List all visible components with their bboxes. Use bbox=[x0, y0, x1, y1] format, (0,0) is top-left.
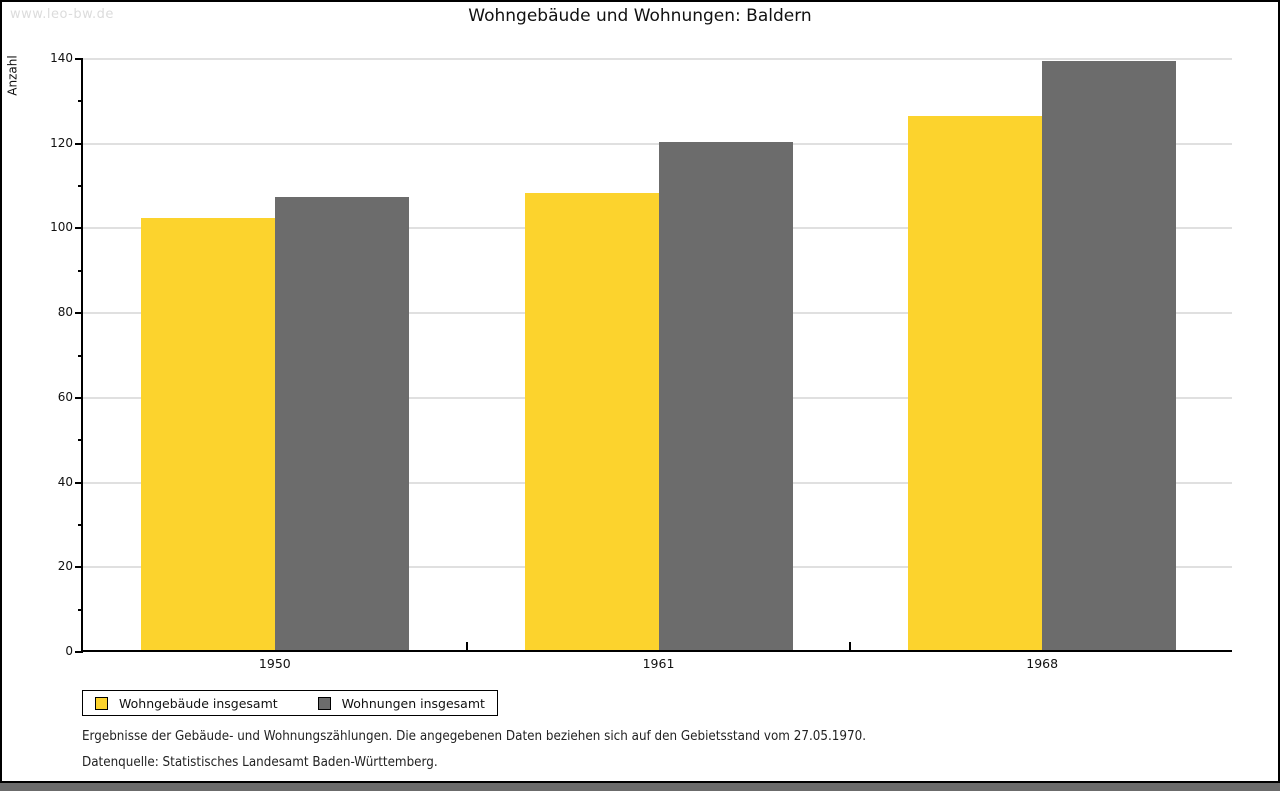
y-axis-major-tick bbox=[75, 566, 83, 569]
bar-1950-series2 bbox=[274, 196, 409, 650]
footnote-gebietsstand: Ergebnisse der Gebäude- und Wohnungszähl… bbox=[82, 729, 867, 744]
bottom-strip bbox=[0, 783, 1280, 791]
y-tick-label: 40 bbox=[57, 474, 73, 489]
y-tick-label: 100 bbox=[50, 220, 73, 235]
legend-entry-wohngebaeude: Wohngebäude insgesamt bbox=[95, 696, 278, 711]
x-category-label: 1968 bbox=[1026, 656, 1059, 671]
y-axis-major-tick bbox=[75, 142, 83, 145]
y-axis-minor-tick bbox=[78, 185, 83, 188]
watermark-leo-bw: www.leo-bw.de bbox=[10, 7, 114, 22]
gridline bbox=[83, 58, 1232, 60]
bar-1968-series2 bbox=[1042, 61, 1177, 650]
plot-area: 0 20 40 60 80 100 120 140 1950 1961 1968 bbox=[50, 51, 1232, 671]
footnote-datenquelle: Datenquelle: Statistisches Landesamt Bad… bbox=[82, 755, 438, 770]
y-axis-major-tick bbox=[75, 312, 83, 315]
y-axis-minor-tick bbox=[78, 608, 83, 611]
y-axis-minor-tick bbox=[78, 439, 83, 442]
y-tick-label: 60 bbox=[57, 389, 73, 404]
y-axis-minor-tick bbox=[78, 354, 83, 357]
y-tick-label: 0 bbox=[65, 644, 73, 658]
legend-label: Wohngebäude insgesamt bbox=[119, 695, 278, 711]
legend-entry-wohnungen: Wohnungen insgesamt bbox=[317, 695, 485, 711]
bar-1968-series1 bbox=[908, 116, 1043, 650]
y-tick-label: 20 bbox=[57, 559, 73, 574]
legend: Wohngebäude insgesamt Wohnungen insgesam… bbox=[82, 690, 498, 716]
y-axis-major-tick bbox=[75, 227, 83, 230]
x-category-label: 1950 bbox=[258, 656, 291, 671]
chart-title: Wohngebäude und Wohnungen: Baldern bbox=[468, 6, 812, 26]
y-axis-title: Anzahl bbox=[5, 55, 20, 96]
y-axis-minor-tick bbox=[78, 523, 83, 526]
x-axis-category-tick bbox=[465, 642, 468, 650]
legend-label: Wohnungen insgesamt bbox=[341, 695, 485, 711]
bar-1950-series1 bbox=[140, 217, 275, 650]
y-axis-major-tick bbox=[75, 58, 83, 60]
x-axis-category-tick bbox=[849, 642, 852, 650]
y-axis-major-tick bbox=[75, 651, 83, 653]
y-axis-minor-tick bbox=[78, 100, 83, 103]
y-tick-label: 80 bbox=[57, 305, 73, 320]
y-tick-label: 120 bbox=[50, 135, 73, 150]
x-category-label: 1961 bbox=[642, 656, 675, 671]
legend-swatch-gray-icon bbox=[317, 696, 331, 710]
y-tick-label: 140 bbox=[50, 51, 73, 65]
y-axis-minor-tick bbox=[78, 269, 83, 272]
legend-swatch-yellow-icon bbox=[95, 696, 108, 710]
y-axis-major-tick bbox=[75, 481, 83, 484]
bar-1961-series1 bbox=[524, 192, 659, 650]
bar-1961-series2 bbox=[658, 141, 793, 650]
y-axis-major-tick bbox=[75, 396, 83, 399]
gridline bbox=[83, 142, 1232, 145]
